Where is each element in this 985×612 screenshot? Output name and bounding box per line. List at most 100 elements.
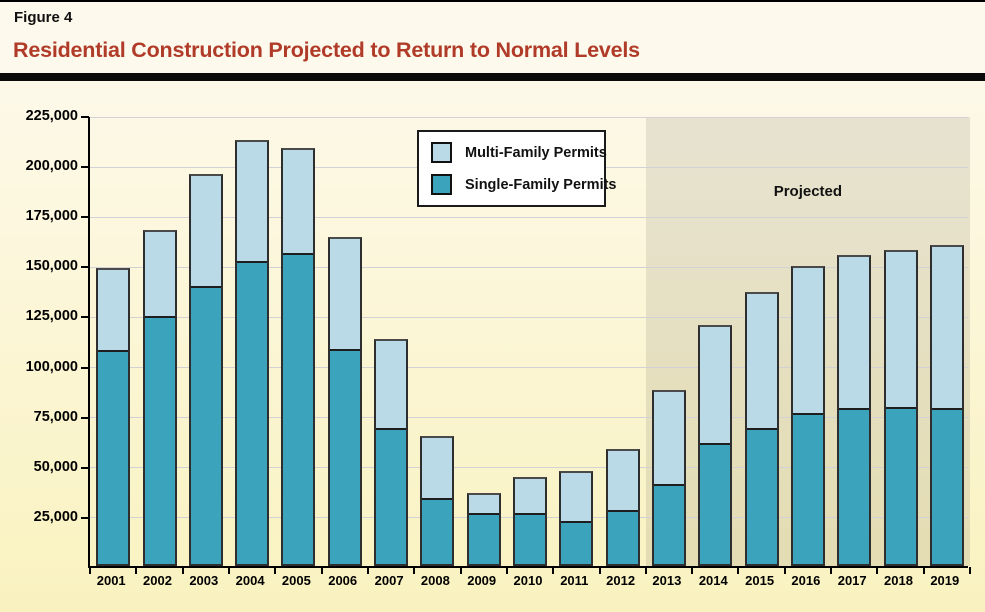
x-tick-label-2009: 2009: [467, 573, 497, 588]
bar-2007: [374, 339, 409, 566]
bar-2011: [559, 471, 594, 566]
x-axis-tick: [89, 567, 91, 574]
x-axis-tick: [644, 567, 647, 574]
plot-area: Projected: [81, 116, 971, 574]
bar-2008-single-family-segment: [422, 498, 453, 564]
x-axis-tick: [413, 567, 416, 574]
y-tick-label-125000: 125,000: [25, 308, 78, 325]
x-axis-labels: 2001 2002 2003 2004 2005 2006 2007 2008 2009 2010…: [88, 573, 968, 593]
bar-2013-single-family-segment: [653, 484, 684, 564]
x-axis-tick: [459, 567, 462, 574]
bar-2005: [281, 148, 316, 566]
gridline-50000: [90, 467, 968, 469]
multi-family-swatch: [431, 142, 452, 163]
x-tick-label-2014: 2014: [698, 573, 728, 588]
bar-2014: [698, 325, 733, 566]
x-axis-tick: [227, 567, 230, 574]
y-tick-label-100000: 100,000: [25, 358, 78, 375]
bar-2009: [466, 493, 501, 566]
bar-2014-single-family-segment: [700, 443, 731, 564]
bar-2019: [929, 245, 964, 566]
x-axis-tick: [783, 567, 786, 574]
x-tick-label-2010: 2010: [513, 573, 543, 588]
bar-2009-single-family-segment: [468, 513, 499, 564]
x-tick-label-2006: 2006: [328, 573, 358, 588]
x-tick-label-2013: 2013: [652, 573, 682, 588]
x-axis-tick: [505, 567, 508, 574]
x-tick-label-2004: 2004: [235, 573, 265, 588]
y-axis-tick: [81, 466, 89, 469]
y-axis-tick: [81, 216, 89, 219]
y-axis-tick: [81, 116, 89, 118]
bar-2004: [235, 140, 270, 566]
y-axis-tick: [81, 166, 89, 169]
y-tick-label-150000: 150,000: [25, 258, 78, 275]
bar-2016-single-family-segment: [792, 413, 823, 564]
legend-item-single-family: Single-Family Permits: [431, 174, 617, 195]
y-axis-tick: [81, 416, 89, 419]
gridline-150000: [90, 266, 968, 268]
y-axis-tick: [81, 316, 89, 319]
x-tick-label-2017: 2017: [837, 573, 867, 588]
bar-2015-single-family-segment: [746, 428, 777, 564]
bar-2010: [513, 477, 547, 566]
single-family-swatch: [431, 174, 452, 195]
bar-2001: [96, 268, 131, 566]
y-tick-label-25000: 25,000: [33, 508, 78, 525]
x-tick-label-2019: 2019: [930, 573, 960, 588]
x-tick-label-2016: 2016: [791, 573, 821, 588]
y-tick-label-225000: 225,000: [25, 108, 78, 124]
title-divider: [0, 73, 985, 81]
bar-2002-single-family-segment: [144, 316, 175, 564]
bar-2001-single-family-segment: [98, 350, 129, 564]
bar-2018-single-family-segment: [885, 407, 916, 564]
x-tick-label-2018: 2018: [884, 573, 913, 588]
x-axis-tick: [691, 567, 694, 574]
bar-2002: [142, 230, 177, 566]
x-axis-tick: [366, 567, 369, 574]
x-tick-label-2008: 2008: [420, 573, 450, 588]
x-axis-tick: [830, 567, 833, 574]
x-axis-tick: [320, 567, 323, 574]
projected-label: Projected: [773, 183, 843, 200]
y-axis-tick: [81, 516, 89, 519]
bar-2010-single-family-segment: [515, 513, 545, 564]
bar-2007-single-family-segment: [376, 428, 407, 564]
gridline-75000: [90, 417, 968, 419]
x-tick-label-2011: 2011: [560, 573, 589, 588]
y-axis-tick: [81, 366, 89, 369]
x-axis-tick: [969, 567, 971, 574]
chart-area: Projected 25,000 50,000 75,000 100,000 125,0…: [0, 81, 985, 612]
legend: Multi-Family Permits Single-Family Permi…: [417, 130, 617, 207]
bar-2011-single-family-segment: [561, 521, 592, 564]
bar-2004-single-family-segment: [237, 261, 268, 564]
y-tick-label-50000: 50,000: [33, 458, 78, 475]
x-axis-tick: [922, 567, 925, 574]
x-tick-label-2015: 2015: [745, 573, 775, 588]
bar-2012-single-family-segment: [607, 510, 638, 564]
x-axis-tick: [598, 567, 601, 574]
bar-2005-single-family-segment: [283, 253, 314, 564]
bar-2006-single-family-segment: [329, 349, 360, 564]
y-axis-tick: [81, 266, 89, 269]
gridline-100000: [90, 367, 968, 369]
bar-2016: [790, 266, 825, 566]
x-tick-label-2003: 2003: [189, 573, 219, 588]
bar-2015: [744, 292, 779, 566]
x-axis-tick: [876, 567, 879, 574]
bar-2017: [837, 255, 872, 566]
bar-2006: [327, 237, 362, 566]
x-tick-label-2007: 2007: [374, 573, 404, 588]
y-tick-label-200000: 200,000: [25, 158, 78, 175]
figure-title: Residential Construction Projected to Re…: [13, 38, 640, 62]
legend-item-multi-family: Multi-Family Permits: [431, 142, 607, 163]
bar-2017-single-family-segment: [839, 408, 870, 564]
bar-2012: [605, 449, 640, 566]
y-tick-label-75000: 75,000: [33, 408, 78, 425]
x-axis-tick: [274, 567, 277, 574]
x-axis-tick: [737, 567, 740, 574]
gridline-225000: [90, 116, 968, 118]
x-tick-label-2005: 2005: [281, 573, 311, 588]
x-axis-tick: [135, 567, 138, 574]
y-tick-label-175000: 175,000: [25, 208, 78, 225]
